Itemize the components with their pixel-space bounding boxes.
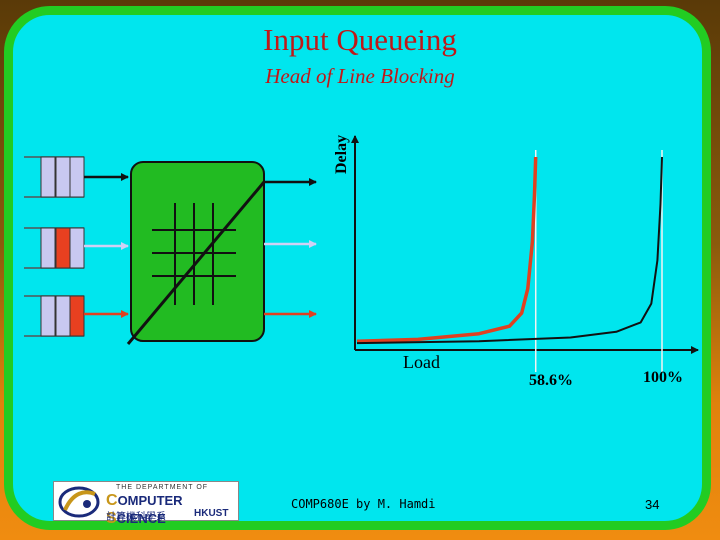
queue-packet-blue [40,295,56,337]
logo-name: COMPUTER SCIENCE [106,492,183,527]
queue-packet-blue [69,156,85,198]
x-axis-label: Load [403,352,440,372]
input-queue-1 [24,156,85,198]
input-queue-2 [24,227,85,269]
footer-text: COMP680E by M. Hamdi [291,497,436,511]
delay-curve-1 [356,156,538,343]
input-queue-3 [24,295,85,337]
tick-label-100: 100% [643,369,683,386]
hkust-cs-logo: THE DEPARTMENT OF COMPUTER SCIENCE 計算機科學… [53,481,239,527]
logo-university-text: HKUST [194,508,229,519]
logo-department-text: THE DEPARTMENT OF [116,484,209,491]
page-number: 34 [645,497,660,512]
queue-packet-red [55,227,71,269]
queue-packet-blue [55,156,71,198]
logo-emblem-icon [58,486,100,518]
queue-packet-blue [40,156,56,198]
queue-packet-red [69,295,85,337]
tick-label-58-6: 58.6% [529,372,573,389]
slide-title: Input Queueing [263,22,457,57]
y-axis-label: Delay [333,134,350,174]
queue-packet-blue [55,295,71,337]
switch-connection-line [126,181,266,345]
switch-fabric [130,161,265,342]
queue-packet-blue [69,227,85,269]
slide-subtitle: Head of Line Blocking [265,64,455,88]
slide-panel [4,6,711,530]
queue-packet-blue [40,227,56,269]
logo-chinese-text: 計算機科學系 [106,512,166,523]
delay-curve-2 [356,156,663,345]
